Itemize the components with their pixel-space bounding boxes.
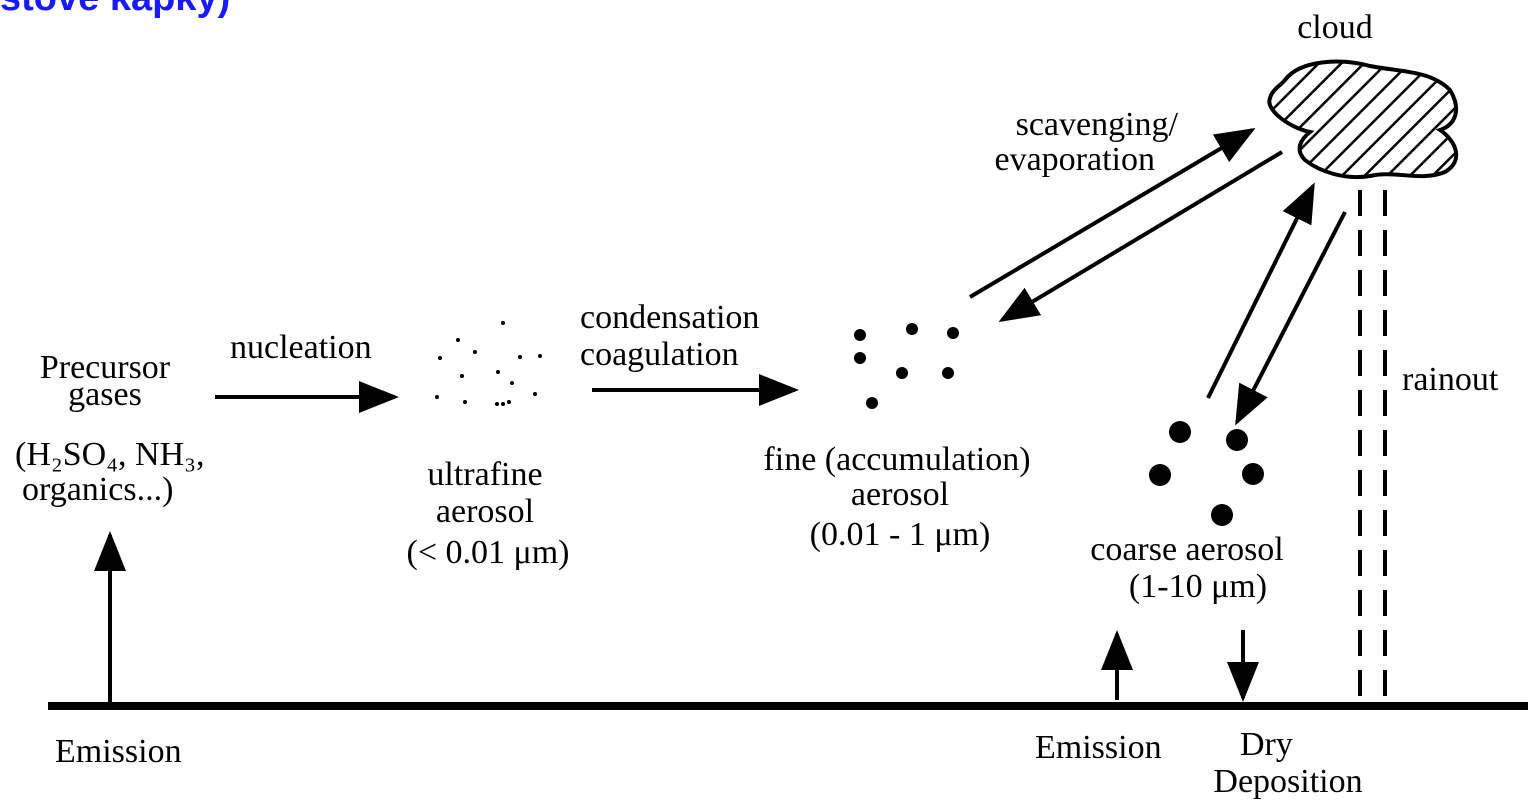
label: Deposition bbox=[1213, 763, 1362, 800]
label: Dry bbox=[1240, 726, 1293, 763]
cloud bbox=[1267, 59, 1459, 179]
label: condensation bbox=[580, 299, 759, 336]
label: gases bbox=[68, 376, 142, 413]
label: coarse aerosol bbox=[1090, 531, 1284, 568]
label: ultrafine bbox=[427, 456, 542, 493]
rainout-lines bbox=[1358, 190, 1387, 703]
label: coagulation bbox=[580, 336, 739, 373]
label: organics...) bbox=[22, 471, 173, 508]
coarse-particles bbox=[1149, 421, 1264, 526]
label: (0.01 - 1 μm) bbox=[810, 516, 991, 553]
label: (< 0.01 μm) bbox=[407, 534, 570, 571]
label: fine (accumulation) bbox=[763, 441, 1030, 478]
label: (H₂SO₄, NH₃, bbox=[15, 436, 205, 473]
arrows bbox=[94, 127, 1347, 704]
label: Emission bbox=[55, 733, 182, 770]
label: aerosol bbox=[851, 476, 949, 513]
label: Precursor bbox=[40, 349, 171, 386]
fine-particles bbox=[854, 323, 959, 409]
header-fragment: stové kapky) bbox=[0, 0, 230, 19]
label: (1-10 μm) bbox=[1129, 568, 1267, 605]
cloud-label: cloud bbox=[1297, 9, 1373, 46]
label: rainout bbox=[1402, 361, 1499, 398]
ultrafine-particles bbox=[435, 321, 542, 406]
label: Emission bbox=[1035, 729, 1162, 766]
label: scavenging/ bbox=[1016, 106, 1179, 143]
label: aerosol bbox=[436, 493, 534, 530]
label: evaporation bbox=[995, 141, 1156, 178]
label: nucleation bbox=[230, 329, 372, 366]
